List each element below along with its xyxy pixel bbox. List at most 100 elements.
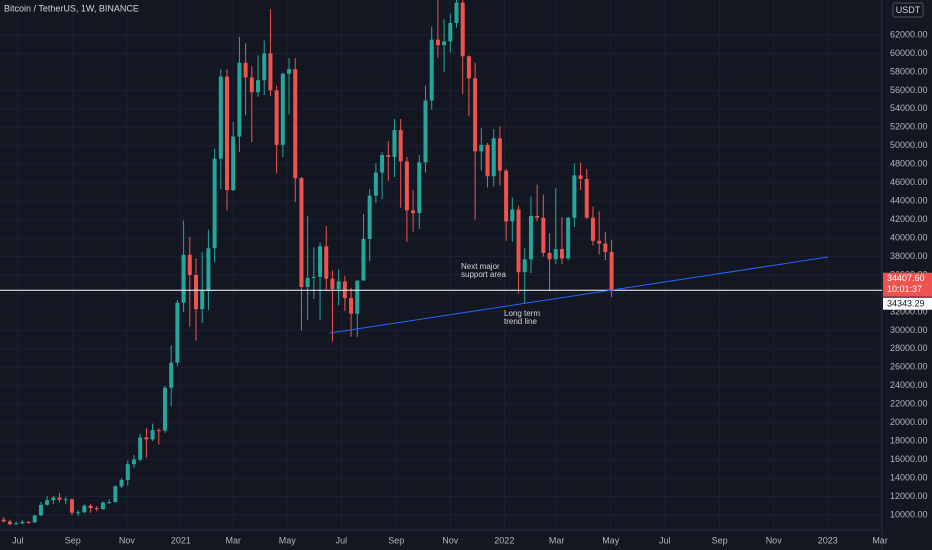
candle-body bbox=[386, 155, 391, 157]
candle-body bbox=[367, 195, 372, 240]
candle-body bbox=[572, 175, 577, 218]
candle-body bbox=[516, 209, 521, 273]
candle-body bbox=[417, 162, 422, 214]
annotation: Long term bbox=[504, 309, 540, 318]
candle-body bbox=[429, 39, 434, 101]
candle-body bbox=[63, 499, 68, 501]
candle-body bbox=[454, 2, 459, 24]
y-tick-label: 42000.00 bbox=[890, 214, 928, 224]
candle-body bbox=[107, 502, 112, 504]
candle-body bbox=[336, 281, 341, 289]
candle-body bbox=[218, 76, 223, 159]
candle-body bbox=[287, 69, 292, 74]
candle-body bbox=[45, 500, 50, 505]
candle-body bbox=[94, 508, 99, 510]
candle-body bbox=[541, 217, 546, 253]
candle-body bbox=[566, 217, 571, 259]
y-tick-label: 10000.00 bbox=[890, 509, 928, 519]
candle-body bbox=[311, 276, 316, 278]
candle-body bbox=[280, 73, 285, 145]
last-price: 34407.60 bbox=[887, 273, 925, 283]
y-tick-label: 18000.00 bbox=[890, 436, 928, 446]
candle-body bbox=[100, 502, 105, 510]
currency-box[interactable] bbox=[892, 2, 924, 18]
candle-body bbox=[448, 23, 453, 42]
chart-title: Bitcoin / TetherUS, 1W, BINANCE bbox=[4, 3, 139, 13]
y-tick-label: 24000.00 bbox=[890, 380, 928, 390]
annotation: support area bbox=[461, 270, 506, 279]
y-tick-label: 32000.00 bbox=[890, 306, 928, 316]
candle-body bbox=[113, 486, 118, 503]
candle-body bbox=[355, 280, 360, 314]
trend-line bbox=[329, 256, 829, 334]
candle-body bbox=[324, 246, 329, 279]
candle-body bbox=[131, 459, 136, 465]
candle-body bbox=[38, 504, 43, 516]
x-tick-label: May bbox=[279, 535, 297, 545]
candle-body bbox=[1, 519, 6, 522]
y-tick-label: 48000.00 bbox=[890, 159, 928, 169]
candle-body bbox=[522, 259, 527, 273]
x-tick-label: Sep bbox=[712, 535, 728, 545]
candle-body bbox=[212, 158, 217, 249]
y-tick-label: 54000.00 bbox=[890, 103, 928, 113]
y-tick-label: 30000.00 bbox=[890, 325, 928, 335]
y-tick-label: 50000.00 bbox=[890, 140, 928, 150]
x-tick-label: Jul bbox=[659, 535, 671, 545]
candle-body bbox=[597, 240, 602, 244]
candle-body bbox=[373, 172, 378, 196]
overlays bbox=[0, 256, 882, 334]
x-tick-label: Mar bbox=[872, 535, 888, 545]
candle-body bbox=[442, 41, 447, 46]
y-tick-label: 56000.00 bbox=[890, 85, 928, 95]
candle-body bbox=[528, 215, 533, 260]
candle-body bbox=[26, 521, 31, 523]
candle-body bbox=[162, 387, 167, 431]
candle-body bbox=[256, 80, 261, 93]
last-price-box bbox=[883, 272, 932, 297]
candle-body bbox=[584, 179, 589, 218]
candle-body bbox=[82, 505, 87, 513]
y-tick-label: 52000.00 bbox=[890, 122, 928, 132]
candle-body bbox=[69, 499, 74, 513]
candle-body bbox=[88, 505, 93, 509]
candle-body bbox=[150, 430, 155, 440]
grid bbox=[0, 0, 882, 530]
candle-body bbox=[237, 62, 242, 137]
candle-body bbox=[398, 130, 403, 162]
candle-body bbox=[342, 281, 347, 299]
currency[interactable]: USDT bbox=[896, 5, 921, 15]
y-tick-label: 40000.00 bbox=[890, 232, 928, 242]
candle-body bbox=[330, 278, 335, 289]
candle-body bbox=[578, 175, 583, 180]
candle-body bbox=[169, 362, 174, 388]
annotation: trend line bbox=[504, 317, 537, 326]
candle-body bbox=[535, 215, 540, 218]
x-tick-label: Sep bbox=[65, 535, 81, 545]
candle-body bbox=[200, 290, 205, 310]
candle-body bbox=[20, 521, 25, 524]
candle-body bbox=[181, 254, 186, 303]
candle-body bbox=[411, 210, 416, 214]
candle-body bbox=[299, 178, 304, 288]
x-tick-label: Jul bbox=[336, 535, 348, 545]
x-tick-label: Nov bbox=[119, 535, 136, 545]
y-tick-label: 22000.00 bbox=[890, 399, 928, 409]
x-tick-label: Nov bbox=[766, 535, 783, 545]
candle-body bbox=[262, 53, 267, 81]
candle-body bbox=[491, 138, 496, 177]
candle-body bbox=[361, 239, 366, 281]
y-tick-label: 14000.00 bbox=[890, 472, 928, 482]
candle-body bbox=[510, 209, 515, 222]
candle-body bbox=[590, 217, 595, 241]
candle-body bbox=[473, 78, 478, 152]
horizontal-line-box bbox=[883, 297, 932, 310]
y-tick-label: 16000.00 bbox=[890, 454, 928, 464]
candle-body bbox=[392, 130, 397, 157]
candle-body bbox=[466, 56, 471, 79]
candle-body bbox=[231, 136, 236, 191]
candle-body bbox=[119, 479, 124, 487]
annotation: Next major bbox=[461, 262, 500, 271]
candle-body bbox=[349, 298, 354, 314]
